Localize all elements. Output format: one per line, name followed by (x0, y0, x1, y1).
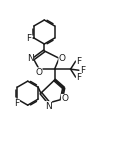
Text: F: F (79, 66, 84, 75)
Text: N: N (45, 102, 51, 111)
Text: F: F (14, 99, 19, 108)
Text: O: O (35, 68, 42, 77)
Text: F: F (76, 57, 81, 66)
Text: N: N (27, 54, 33, 63)
Text: O: O (61, 94, 68, 103)
Text: F: F (26, 33, 31, 43)
Text: O: O (58, 54, 65, 63)
Text: F: F (76, 73, 81, 82)
